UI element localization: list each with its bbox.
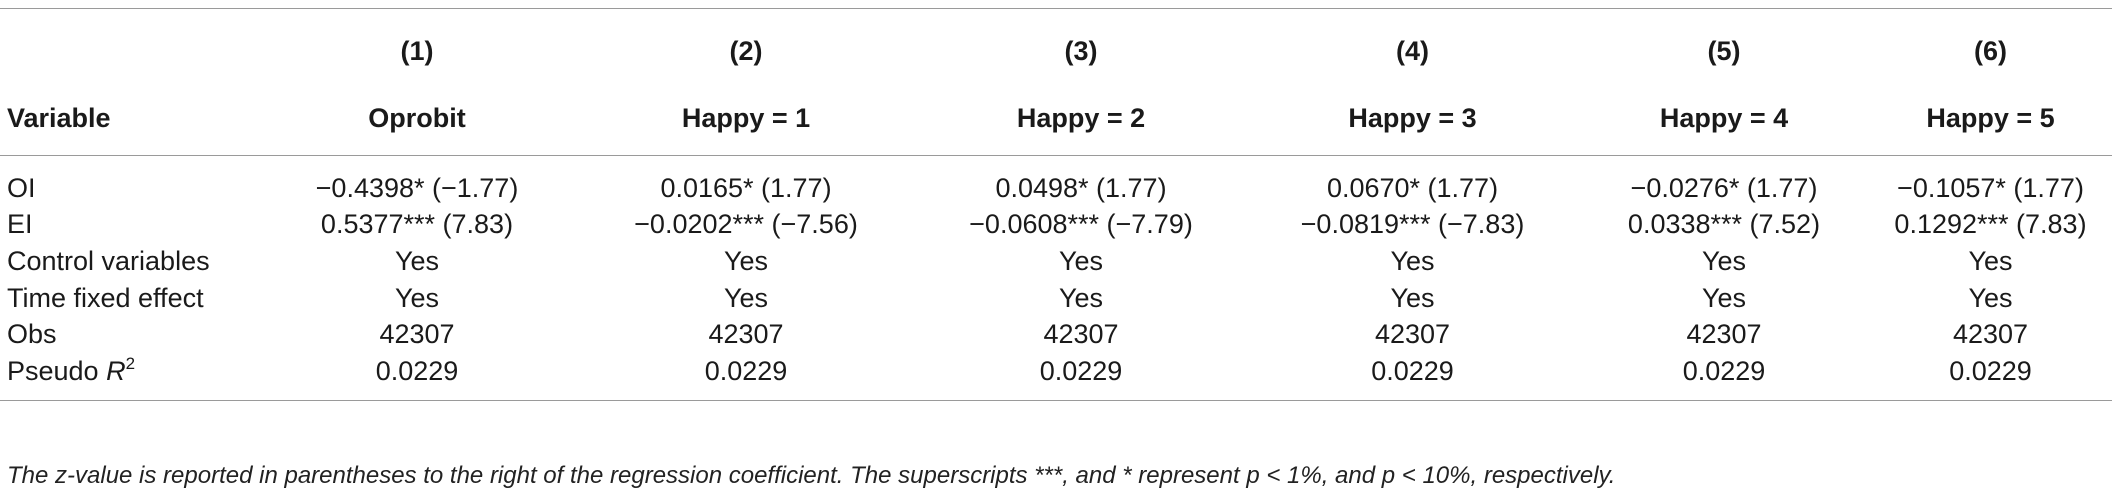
table-cell: 42307 [1043,319,1119,350]
table-cell: 42307 [379,319,455,350]
table-cell: 42307 [708,319,784,350]
table-cell: Yes [1701,282,1747,313]
table-cell: 0.0165* (1.77) [660,172,832,203]
row-label: Obs [7,319,57,350]
table-row: Obs 42307 42307 42307 42307 42307 42307 [0,316,2112,353]
column-header: Happy = 4 [1579,84,1869,156]
column-header: Happy = 1 [576,84,916,156]
table-cell: −0.1057* (1.77) [1897,172,2084,203]
table-cell: −0.4398* (−1.77) [315,172,519,203]
table-cell: Yes [723,282,769,313]
variable-header: Variable [0,84,258,156]
table-cell: 0.0498* (1.77) [995,172,1167,203]
header-blank-cell [0,8,258,84]
table-cell: Yes [1058,245,1104,276]
column-number: (1) [258,8,576,84]
italic-r: R [106,355,126,386]
table-cell: 42307 [1952,319,2029,350]
table-row: Pseudo R2 0.0229 0.0229 0.0229 0.0229 0.… [0,352,2112,401]
table-cell: Yes [394,245,440,276]
table-cell: 0.1292*** (7.83) [1894,209,2087,240]
table-cell: Yes [1058,282,1104,313]
table-cell: 42307 [1686,319,1762,350]
table-cell: −0.0202*** (−7.56) [634,209,858,240]
table-cell: Yes [1390,245,1435,276]
row-label: OI [7,172,36,203]
table-row: OI −0.4398* (−1.77) 0.0165* (1.77) 0.049… [0,156,2112,207]
table-cell: Yes [1390,282,1435,313]
table-cell: 0.5377*** (7.83) [320,209,514,240]
row-label-text: Pseudo R [7,355,126,386]
column-header: Happy = 5 [1869,84,2112,156]
table-cell: 0.0229 [1579,352,1869,401]
table-cell: Yes [1701,245,1747,276]
table-cell: 0.0338*** (7.52) [1627,209,1821,240]
table-cell: 0.0229 [916,352,1246,401]
table-cell: Yes [723,245,769,276]
row-label: Control variables [7,245,210,276]
column-number: (2) [576,8,916,84]
table-cell: 0.0229 [258,352,576,401]
column-number: (4) [1246,8,1579,84]
table-cell: −0.0276* (1.77) [1630,172,1818,203]
table-cell: −0.0608*** (−7.79) [969,209,1193,240]
table-cell: −0.0819*** (−7.83) [1300,209,1525,240]
row-label: Pseudo R2 [0,352,258,401]
column-header: Oprobit [258,84,576,156]
column-header: Happy = 2 [916,84,1246,156]
table-cell: Yes [1968,282,2013,313]
row-label: EI [7,209,33,240]
table-row: Control variables Yes Yes Yes Yes Yes Ye… [0,243,2112,280]
column-number: (6) [1869,8,2112,84]
table-cell: 0.0670* (1.77) [1326,172,1499,203]
table-footnote: The z-value is reported in parentheses t… [7,462,1616,489]
row-label: Time fixed effect [7,282,204,313]
table-row: EI 0.5377*** (7.83) −0.0202*** (−7.56) −… [0,207,2112,244]
table-cell: 0.0229 [576,352,916,401]
column-number: (5) [1579,8,1869,84]
table-cell: Yes [394,282,440,313]
column-header: Happy = 3 [1246,84,1579,156]
regression-table: (1) (2) (3) (4) (5) (6) Variable Oprobit… [0,8,2112,401]
table-cell: 42307 [1374,319,1451,350]
table-cell: 0.0229 [1869,352,2112,401]
column-header-row: Variable Oprobit Happy = 1 Happy = 2 Hap… [0,84,2112,156]
table-cell: Yes [1968,245,2013,276]
superscript: 2 [125,353,136,373]
table-row: Time fixed effect Yes Yes Yes Yes Yes Ye… [0,280,2112,317]
table-cell: 0.0229 [1246,352,1579,401]
column-number: (3) [916,8,1246,84]
column-number-row: (1) (2) (3) (4) (5) (6) [0,8,2112,84]
